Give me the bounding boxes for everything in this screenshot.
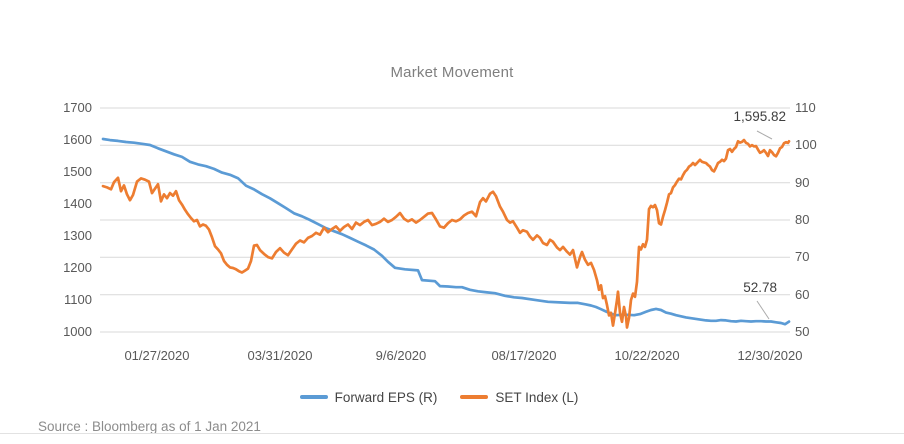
annotation-callout-line	[756, 130, 773, 140]
y-axis-left-tick-label: 1400	[63, 196, 92, 211]
y-axis-right-tick-label: 60	[795, 286, 810, 302]
source-note: Source : Bloomberg as of 1 Jan 2021	[38, 419, 261, 434]
y-axis-left-tick-label: 1700	[63, 100, 92, 115]
x-axis-tick-label: 08/17/2020	[491, 348, 557, 363]
legend-item-forward-eps: Forward EPS (R)	[299, 389, 438, 405]
legend: Forward EPS (R) SET Index (L)	[0, 388, 878, 406]
y-axis-left-tick-label: 1100	[64, 292, 92, 307]
y-axis-right-tick-label: 100	[795, 137, 817, 153]
x-axis-tick-label: 10/22/2020	[614, 348, 680, 363]
legend-label-forward-eps: Forward EPS (R)	[334, 389, 438, 405]
legend-item-set-index: SET Index (L)	[460, 390, 578, 405]
x-axis-tick-label: 12/30/2020	[737, 348, 803, 363]
y-axis-right-tick-label: 90	[795, 174, 810, 190]
set-index-end-value-label: 1,595.82	[733, 109, 786, 124]
x-axis-tick-label: 01/27/2020	[124, 348, 190, 363]
y-axis-left-tick-label: 1000	[63, 324, 92, 339]
y-axis-left-tick-label: 1600	[63, 132, 92, 147]
y-axis-right-tick-label: 110	[795, 100, 816, 115]
legend-label-set-index: SET Index (L)	[495, 389, 579, 405]
y-axis-right-tick-label: 50	[795, 324, 810, 339]
y-axis-left-tick-label: 1200	[63, 260, 92, 275]
forward-eps-line-swatch	[299, 395, 328, 399]
bottom-divider	[0, 433, 904, 434]
x-axis-tick-label: 9/6/2020	[375, 348, 427, 363]
forward-eps-end-value-label: 52.78	[743, 280, 777, 295]
set-index-l--line	[101, 138, 791, 329]
chart-title: Market Movement	[390, 64, 514, 81]
y-axis-left-tick-label: 1300	[63, 228, 92, 243]
annotation-callout-line	[756, 300, 770, 320]
set-index-line-swatch	[460, 395, 489, 399]
y-axis-right-tick-label: 80	[795, 212, 810, 227]
y-axis-right-tick-label: 70	[795, 249, 810, 265]
y-axis-left-tick-label: 1500	[63, 164, 92, 179]
x-axis-tick-label: 03/31/2020	[247, 348, 313, 363]
forward-eps-r--line	[101, 137, 791, 326]
